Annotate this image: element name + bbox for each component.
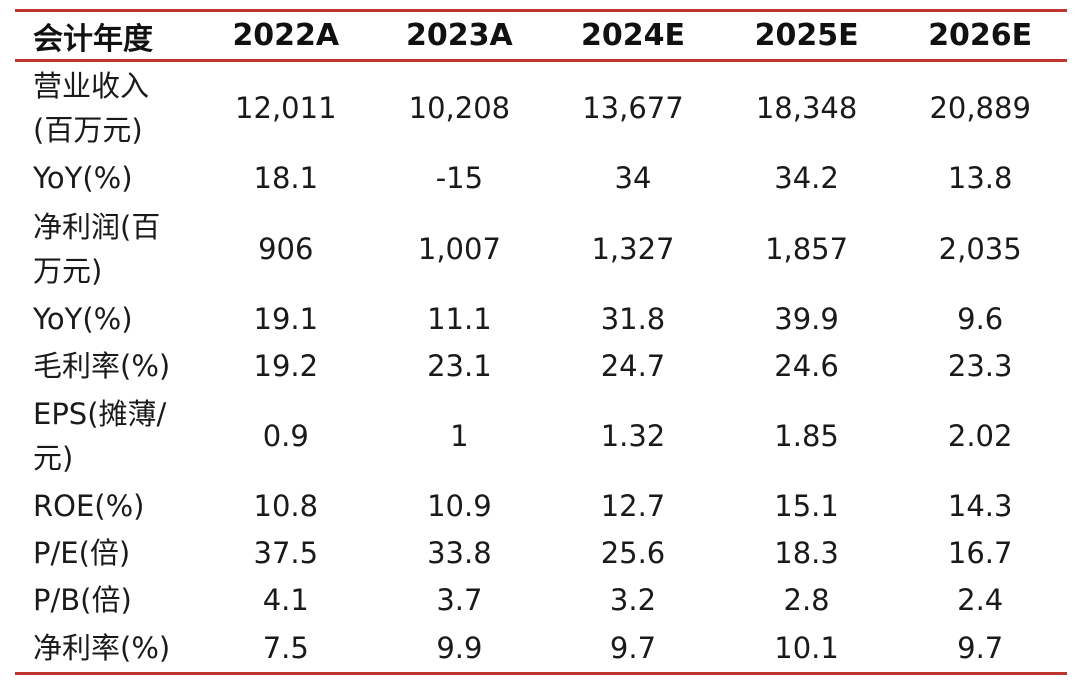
table-cell: 37.5 [253,536,319,570]
row-label-line: EPS(摊薄/ [33,397,167,431]
table-row-net-profit: 净利润(百 万元) 906 1,007 1,327 1,857 2,035 [15,202,1067,296]
table-cell: 24.6 [774,349,839,383]
table-cell: 1 [450,419,469,453]
table-cell: 23.3 [947,349,1013,383]
row-label: P/E(倍) [33,536,131,570]
table-cell: 13.8 [947,161,1013,195]
table-cell: 13,677 [582,91,684,126]
table-cell: 0.9 [262,419,309,453]
header-fiscal-year: 会计年度 [33,21,153,57]
row-label-line: 营业收入 [33,69,150,104]
table-cell: 18.1 [253,161,319,195]
row-label: 毛利率(%) [33,349,171,383]
table-row-net-margin: 净利率(%) 7.5 9.9 9.7 10.1 9.7 [15,624,1067,674]
financial-forecast-table: 会计年度 2022A 2023A 2024E 2025E 2026E 营业收入 … [15,9,1067,675]
table-cell: 16.7 [947,536,1013,570]
table-cell: 18.3 [774,536,839,570]
table-cell: 10.9 [427,489,492,523]
table-cell: 9.7 [609,630,657,665]
row-label-line: 净利润(百 [33,209,161,244]
table-cell: 2.8 [783,583,830,617]
table-cell: 2,035 [938,231,1022,266]
table-header-row: 会计年度 2022A 2023A 2024E 2025E 2026E [15,10,1067,61]
row-label: ROE(%) [33,489,145,523]
table-row-net-profit-yoy: YoY(%) 19.1 11.1 31.8 39.9 9.6 [15,296,1067,343]
row-label: 净利率(%) [33,630,171,665]
table-cell: 10.8 [253,489,319,523]
table-cell: 1,007 [417,231,501,266]
table-row-pb: P/B(倍) 4.1 3.7 3.2 2.8 2.4 [15,577,1067,624]
table-cell: 12.7 [600,489,666,523]
table-cell: 2.4 [957,583,1004,617]
table-cell: 1,327 [591,231,675,266]
table-cell: -15 [435,161,484,195]
table-cell: 23.1 [427,349,492,383]
row-label: YoY(%) [33,161,133,195]
table-cell: 18,348 [755,91,858,126]
header-2024e: 2024E [580,18,685,53]
table-cell: 9.6 [957,302,1004,336]
header-2023a: 2023A [406,18,513,53]
table-cell: 11.1 [427,302,492,336]
row-label-line: (百万元) [33,113,143,148]
table-cell: 14.3 [947,489,1013,523]
row-label-line: 万元) [33,253,103,288]
table-cell: 10.1 [774,630,839,665]
table-cell: 39.9 [774,302,839,336]
table-cell: 4.1 [262,583,309,617]
table-row-revenue: 营业收入 (百万元) 12,011 10,208 13,677 18,348 2… [15,61,1067,155]
table-cell: 10,208 [408,91,511,126]
table-cell: 33.8 [427,536,492,570]
table-cell: 12,011 [235,91,337,126]
header-2025e: 2025E [754,18,859,53]
table-cell: 31.8 [600,302,666,336]
table-cell: 3.7 [436,583,483,617]
table-cell: 1,857 [765,231,849,266]
row-label: YoY(%) [33,302,133,336]
table-cell: 19.2 [253,349,319,383]
table-cell: 9.9 [436,630,483,665]
table-cell: 15.1 [774,489,839,523]
table-row-revenue-yoy: YoY(%) 18.1 -15 34 34.2 13.8 [15,155,1067,202]
table-cell: 34 [614,161,652,195]
table-row-eps: EPS(摊薄/ 元) 0.9 1 1.32 1.85 2.02 [15,390,1067,483]
row-label: EPS(摊薄/ 元) [15,390,199,483]
table-cell: 34.2 [774,161,839,195]
table-cell: 2.02 [947,419,1013,453]
table-row-gross-margin: 毛利率(%) 19.2 23.1 24.7 24.6 23.3 [15,343,1067,390]
header-2022a: 2022A [232,18,340,53]
row-label: P/B(倍) [33,583,132,617]
header-2026e: 2026E [928,18,1033,53]
table-cell: 9.7 [957,630,1004,665]
table-cell: 25.6 [600,536,666,570]
table-cell: 20,889 [929,91,1031,126]
table-cell: 1.32 [600,419,666,453]
table-cell: 3.2 [609,583,657,617]
row-label: 净利润(百 万元) [15,202,199,296]
row-label-line: 元) [33,441,74,475]
table-row-roe: ROE(%) 10.8 10.9 12.7 15.1 14.3 [15,483,1067,530]
table-cell: 24.7 [600,349,666,383]
table-cell: 7.5 [262,630,309,665]
row-label: 营业收入 (百万元) [15,61,199,155]
table-row-pe: P/E(倍) 37.5 33.8 25.6 18.3 16.7 [15,530,1067,577]
table-cell: 906 [258,231,314,266]
table-cell: 19.1 [253,302,319,336]
table-cell: 1.85 [774,419,839,453]
